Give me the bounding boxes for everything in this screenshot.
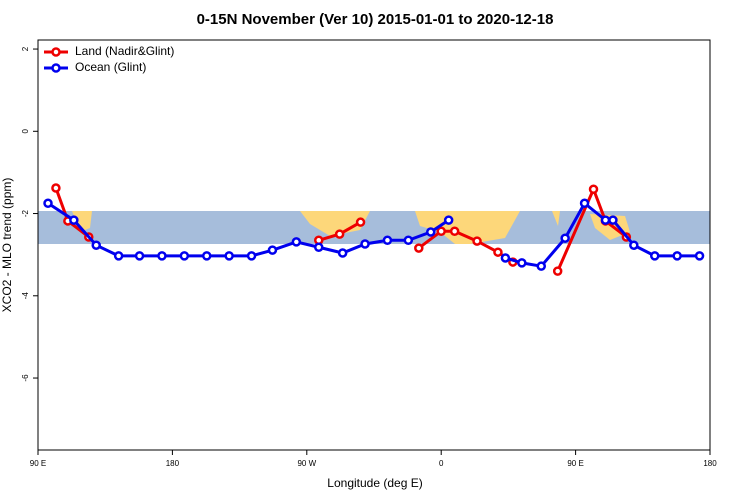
point	[436, 226, 446, 236]
x-tick-label: 90 E	[30, 459, 46, 468]
x-tick-label: 90 E	[567, 459, 583, 468]
point	[334, 229, 345, 239]
map-band	[38, 211, 710, 244]
point	[291, 237, 302, 247]
y-tick-label: -4	[21, 292, 30, 300]
series-line	[556, 185, 628, 272]
point	[649, 251, 660, 261]
chart-title: 0-15N November (Ver 10) 2015-01-01 to 20…	[197, 11, 554, 28]
legend-label: Land (Nadir&Glint)	[75, 44, 174, 58]
y-tick-label: 0	[21, 129, 30, 134]
point	[672, 251, 682, 261]
x-tick-label: 180	[703, 459, 717, 468]
point	[179, 251, 190, 261]
point	[360, 239, 370, 249]
point	[91, 240, 101, 250]
point	[694, 251, 705, 261]
land	[72, 211, 92, 232]
point	[472, 236, 482, 246]
point	[403, 235, 414, 246]
point	[629, 240, 639, 250]
point	[560, 233, 570, 243]
point	[449, 226, 460, 236]
legend-marker	[51, 63, 61, 73]
point	[355, 217, 366, 227]
point	[51, 183, 61, 193]
point	[414, 243, 424, 253]
land	[552, 211, 560, 226]
point	[313, 242, 324, 253]
point	[246, 251, 257, 261]
point	[113, 251, 124, 261]
point	[201, 251, 212, 261]
y-axis-label: XCO2 - MLO trend (ppm)	[0, 178, 14, 313]
point	[267, 245, 278, 255]
point	[517, 258, 527, 268]
point	[608, 215, 618, 225]
point	[443, 215, 454, 225]
y-tick-label: 2	[21, 46, 30, 51]
point	[588, 184, 599, 195]
x-tick-label: 90 W	[297, 459, 316, 468]
point	[69, 215, 79, 225]
point	[224, 251, 234, 261]
y-tick-label: -6	[21, 374, 30, 382]
point	[157, 251, 167, 261]
x-tick-label: 180	[166, 459, 180, 468]
y-tick-label: -2	[21, 209, 30, 217]
point	[536, 261, 547, 271]
x-tick-label: 0	[439, 459, 444, 468]
point	[552, 266, 563, 276]
point	[425, 227, 436, 237]
point	[500, 253, 511, 263]
point	[493, 247, 503, 257]
plot-frame	[37, 39, 711, 451]
point	[600, 215, 611, 225]
legend-marker	[51, 47, 61, 57]
land	[415, 211, 520, 244]
point	[134, 251, 145, 261]
point	[43, 198, 53, 209]
x-axis-label: Longitude (deg E)	[327, 476, 422, 490]
land	[300, 211, 370, 236]
point	[579, 198, 590, 209]
legend-label: Ocean (Glint)	[75, 60, 146, 74]
point	[382, 235, 393, 246]
point	[337, 248, 348, 258]
